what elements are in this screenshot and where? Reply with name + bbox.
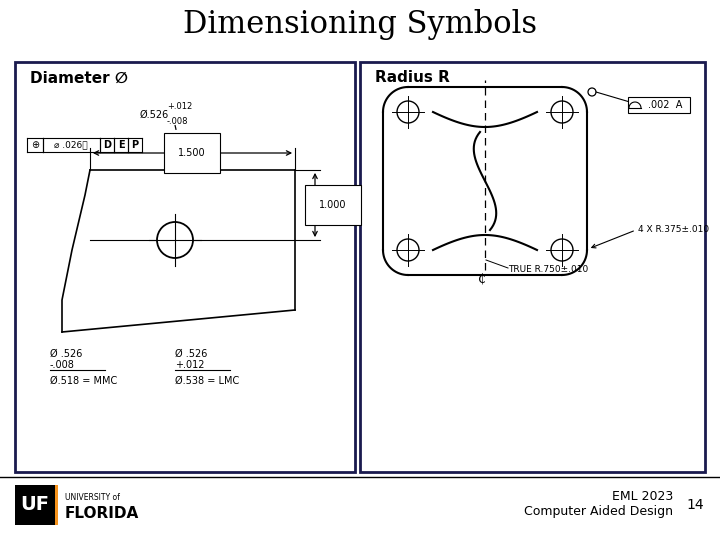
Text: -.008: -.008: [50, 360, 75, 370]
Text: UNIVERSITY of: UNIVERSITY of: [65, 492, 120, 502]
Bar: [55, 485, 58, 525]
Text: +.012: +.012: [175, 360, 204, 370]
Text: Ø .526: Ø .526: [50, 349, 82, 359]
Text: E: E: [117, 140, 125, 150]
Text: 4 X R.375±.010: 4 X R.375±.010: [638, 226, 709, 234]
Text: Computer Aided Design: Computer Aided Design: [524, 504, 673, 517]
Text: UF: UF: [20, 496, 50, 515]
Text: TRUE R.750±.010: TRUE R.750±.010: [508, 266, 588, 274]
Bar: [15, 62, 355, 472]
Text: Dimensioning Symbols: Dimensioning Symbols: [183, 10, 537, 40]
Bar: [628, 97, 690, 113]
Text: Ø .526: Ø .526: [175, 349, 207, 359]
Text: +.012: +.012: [167, 102, 192, 111]
Text: 14: 14: [686, 498, 704, 512]
Text: 1.000: 1.000: [319, 200, 347, 210]
Text: EML 2023: EML 2023: [612, 490, 673, 503]
Bar: [15, 485, 55, 525]
Text: P: P: [132, 140, 138, 150]
Text: Ø.526: Ø.526: [140, 110, 169, 120]
Text: FLORIDA: FLORIDA: [65, 505, 139, 521]
Text: -.008: -.008: [167, 117, 189, 126]
Text: Radius R: Radius R: [375, 71, 450, 85]
Text: Diameter ∅: Diameter ∅: [30, 71, 128, 85]
Text: Ø.538 = LMC: Ø.538 = LMC: [175, 376, 239, 386]
Text: .002  A: .002 A: [648, 100, 683, 110]
Text: Ø.518 = MMC: Ø.518 = MMC: [50, 376, 117, 386]
Text: D: D: [103, 140, 111, 150]
Text: ⊕: ⊕: [31, 140, 39, 150]
Bar: [360, 62, 705, 472]
Text: ₵: ₵: [478, 272, 486, 285]
Text: ⌀ .026Ⓜ: ⌀ .026Ⓜ: [54, 140, 88, 150]
Text: 1.500: 1.500: [178, 148, 206, 158]
